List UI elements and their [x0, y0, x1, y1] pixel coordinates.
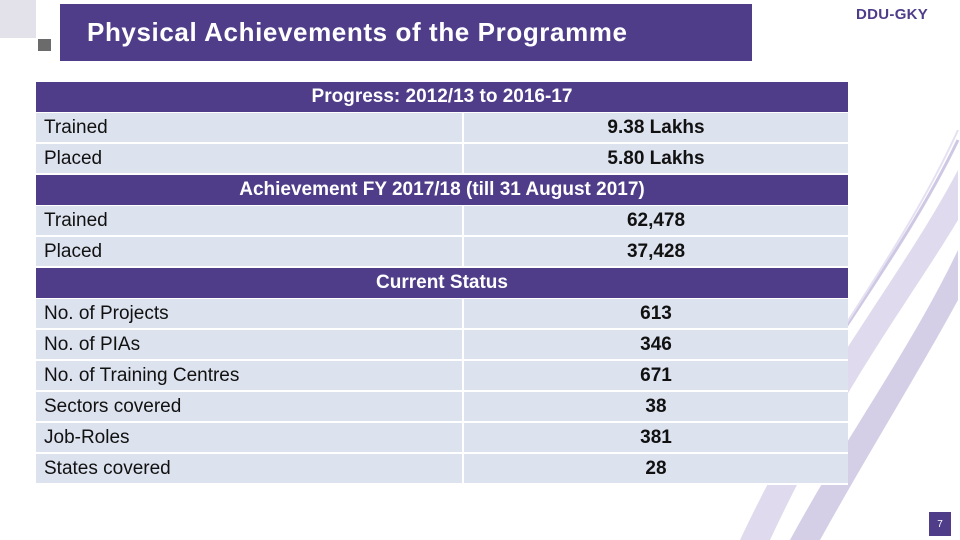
corner-decoration: [0, 0, 36, 38]
row-value: 38: [464, 392, 848, 423]
row-value: 346: [464, 330, 848, 361]
page-number: 7: [937, 518, 943, 530]
brand-logo: DDU-GKY: [856, 6, 929, 23]
row-value: 37,428: [464, 237, 848, 268]
row-value: 5.80 Lakhs: [464, 144, 848, 175]
achievements-table: Progress: 2012/13 to 2016-17 Trained 9.3…: [36, 82, 848, 485]
table-row: No. of Projects 613: [36, 299, 848, 330]
table-row: No. of Training Centres 671: [36, 361, 848, 392]
row-label: Trained: [36, 113, 464, 144]
section-header-row: Achievement FY 2017/18 (till 31 August 2…: [36, 175, 848, 206]
table-row: Sectors covered 38: [36, 392, 848, 423]
corner-square-decoration: [38, 39, 51, 51]
slide-title: Physical Achievements of the Programme: [87, 17, 628, 47]
table-row: States covered 28: [36, 454, 848, 485]
row-label: Placed: [36, 237, 464, 268]
row-label: No. of PIAs: [36, 330, 464, 361]
table-row: Trained 62,478: [36, 206, 848, 237]
row-value: 381: [464, 423, 848, 454]
row-label: Job-Roles: [36, 423, 464, 454]
section-heading: Achievement FY 2017/18 (till 31 August 2…: [36, 175, 848, 206]
table-row: Trained 9.38 Lakhs: [36, 113, 848, 144]
row-label: Trained: [36, 206, 464, 237]
section-heading: Progress: 2012/13 to 2016-17: [36, 82, 848, 113]
row-label: States covered: [36, 454, 464, 485]
row-value: 9.38 Lakhs: [464, 113, 848, 144]
section-heading: Current Status: [36, 268, 848, 299]
table-row: No. of PIAs 346: [36, 330, 848, 361]
section-header-row: Current Status: [36, 268, 848, 299]
slide-title-banner: Physical Achievements of the Programme: [60, 4, 752, 61]
section-header-row: Progress: 2012/13 to 2016-17: [36, 82, 848, 113]
row-value: 671: [464, 361, 848, 392]
row-label: No. of Training Centres: [36, 361, 464, 392]
row-value: 62,478: [464, 206, 848, 237]
row-value: 613: [464, 299, 848, 330]
table-row: Placed 37,428: [36, 237, 848, 268]
row-label: Placed: [36, 144, 464, 175]
table-row: Job-Roles 381: [36, 423, 848, 454]
table-row: Placed 5.80 Lakhs: [36, 144, 848, 175]
row-value: 28: [464, 454, 848, 485]
page-number-badge: 7: [929, 512, 951, 536]
row-label: No. of Projects: [36, 299, 464, 330]
row-label: Sectors covered: [36, 392, 464, 423]
